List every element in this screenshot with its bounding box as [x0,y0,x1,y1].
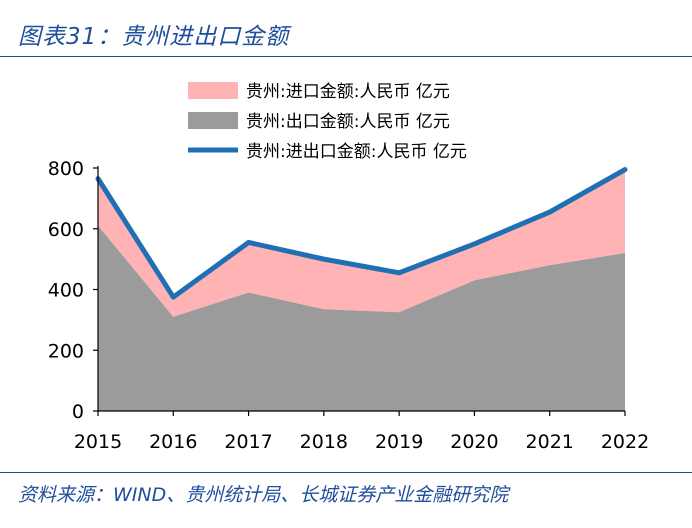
y-tick-label-0: 0 [72,401,84,423]
y-tick-label-200: 200 [48,340,84,362]
chart-title: 图表31：贵州进出口金额 [18,24,290,50]
legend-label-total: 贵州:进出口金额:人民币 亿元 [246,142,467,162]
x-tick-label-2021: 2021 [526,431,574,453]
x-tick-label-2018: 2018 [300,431,348,453]
x-tick-label-2020: 2020 [450,431,498,453]
legend-label-import: 贵州:进口金额:人民币 亿元 [246,82,450,102]
legend-swatch-import [188,82,238,99]
legend: 贵州:进口金额:人民币 亿元 贵州:出口金额:人民币 亿元 贵州:进出口金额:人… [188,82,467,162]
y-tick-label-400: 400 [48,280,84,302]
x-tick-label-2019: 2019 [375,431,423,453]
chart-canvas: 贵州:进口金额:人民币 亿元 贵州:出口金额:人民币 亿元 贵州:进出口金额:人… [48,82,649,453]
x-tick-label-2015: 2015 [74,431,122,453]
top-divider [0,56,692,57]
total-line [95,167,628,300]
plot-area: 0 200 400 600 800 2015 2016 2017 2018 2019 2020 202… [48,158,649,453]
bottom-divider [0,472,692,473]
import-area [98,169,625,317]
source-note: 资料来源：WIND、贵州统计局、长城证券产业金融研究院 [18,484,509,506]
x-tick-label-2016: 2016 [149,431,197,453]
x-tick-label-2017: 2017 [224,431,272,453]
y-tick-label-600: 600 [48,219,84,241]
x-tick-label-2022: 2022 [601,431,649,453]
export-area [98,225,625,411]
legend-swatch-export [188,112,238,129]
y-tick-label-800: 800 [48,158,84,180]
legend-label-export: 贵州:出口金额:人民币 亿元 [246,112,450,132]
